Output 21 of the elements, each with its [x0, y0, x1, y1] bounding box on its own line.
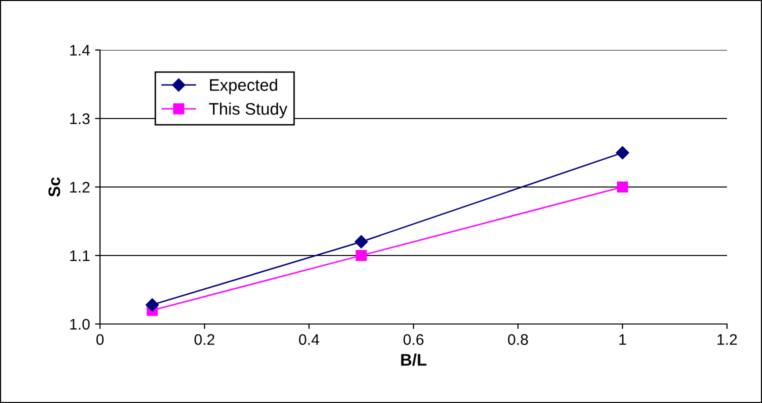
- point: [356, 250, 367, 262]
- y-tick-label: 1.1: [70, 250, 90, 262]
- legend-label: Expected: [210, 78, 278, 94]
- x-tick-label: 0.8: [508, 334, 528, 345]
- y-tick-label: 1.4: [70, 45, 90, 56]
- x-tick-label: 1: [619, 334, 626, 345]
- x-tick-label: 0.2: [194, 334, 214, 345]
- legend-label: This Study: [209, 102, 288, 118]
- x-axis-title: B/L: [401, 354, 426, 366]
- y-tick-label: 1.2: [70, 182, 90, 193]
- x-tick-label: 1.2: [718, 334, 737, 345]
- x-tick-label: 0: [96, 334, 104, 345]
- y-tick-label: 1.3: [70, 113, 90, 124]
- point: [616, 181, 628, 193]
- y-tick-label: 1.0: [70, 318, 90, 330]
- x-tick-label: 0.6: [403, 334, 424, 345]
- x-tick-label: 0.4: [298, 334, 320, 345]
- point: [146, 298, 159, 312]
- y-axis-title: Sc: [48, 177, 60, 197]
- point: [616, 146, 630, 160]
- point: [354, 235, 368, 248]
